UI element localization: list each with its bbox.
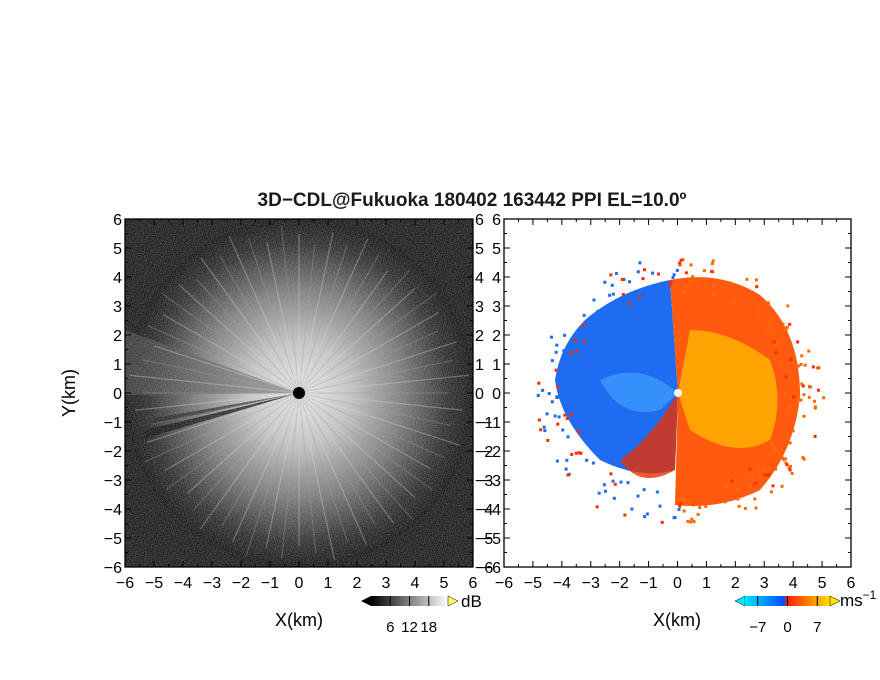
intensity-x-tick-label: −6 [116, 575, 134, 592]
intensity-x-tick-label: 1 [324, 575, 333, 592]
intensity-x-tick-label: −5 [145, 575, 163, 592]
intensity-y-tick-label-right: 6 [475, 212, 484, 229]
intensity-y-tick-label: 1 [113, 357, 122, 374]
intensity-y-tick-label-right: 2 [475, 328, 484, 345]
velocity-x-tick-label: 0 [673, 575, 682, 592]
velocity-y-tick-label: 2 [492, 328, 501, 345]
intensity-y-tick-label-right: −3 [475, 473, 493, 490]
intensity-y-tick-label-right: 1 [475, 357, 484, 374]
velocity-x-tick-label: 3 [760, 575, 769, 592]
velocity-x-tick-label: −5 [524, 575, 542, 592]
intensity-colorbar-tick-label: 18 [420, 619, 437, 636]
intensity-x-tick-label: −1 [261, 575, 279, 592]
intensity-y-tick-label: 0 [113, 386, 122, 403]
intensity-y-tick-label: 5 [113, 241, 122, 258]
intensity-y-tick-label-right: 0 [475, 386, 484, 403]
velocity-colorbar: −7 0 7 ms−1 [734, 588, 877, 636]
intensity-y-tick-label: −4 [104, 502, 122, 519]
velocity-colorbar-tick-label: 0 [783, 619, 791, 636]
intensity-y-tick-label-right: −2 [475, 444, 493, 461]
velocity-y-tick-label: 0 [492, 386, 501, 403]
velocity-x-tick-label: −6 [495, 575, 513, 592]
intensity-colorbar: 6 12 18 dB [361, 592, 482, 636]
intensity-x-tick-label: 5 [440, 575, 449, 592]
velocity-x-tick-label: −4 [553, 575, 571, 592]
intensity-colorbar-tick-label: 12 [401, 619, 418, 636]
intensity-y-tick-label: −2 [104, 444, 122, 461]
velocity-x-tick-label: −3 [582, 575, 600, 592]
intensity-colorbar-tick-label: 6 [386, 619, 394, 636]
intensity-y-tick-label-right: 5 [475, 241, 484, 258]
velocity-x-tick-label: 5 [818, 575, 827, 592]
intensity-y-tick-label: 3 [113, 299, 122, 316]
intensity-x-tick-label: 3 [382, 575, 391, 592]
velocity-y-tick-label: 4 [492, 270, 501, 287]
velocity-x-tick-label: 6 [847, 575, 856, 592]
velocity-y-tick-label: −3 [483, 473, 501, 490]
intensity-ylabel: Y(km) [59, 369, 79, 417]
intensity-y-tick-label: −6 [104, 560, 122, 577]
intensity-y-tick-label-right: −4 [475, 502, 493, 519]
velocity-colorbar-unit: ms−1 [840, 588, 877, 610]
velocity-y-tick-label: 6 [492, 212, 501, 229]
intensity-x-tick-label: −3 [203, 575, 221, 592]
intensity-panel: −6 −5 −4 −3 −2 −1 0 1 2 3 4 5 6−6 −6−5 −5−4 −4−3 −3−2 −2−… [59, 212, 493, 636]
intensity-y-tick-label-right: −6 [475, 560, 493, 577]
velocity-x-tick-label: −2 [611, 575, 629, 592]
intensity-x-tick-label: −4 [174, 575, 192, 592]
intensity-x-tick-label: −2 [232, 575, 250, 592]
intensity-y-tick-label-right: −1 [475, 415, 493, 432]
velocity-y-tick-label: −6 [483, 560, 501, 577]
velocity-x-tick-label: 4 [789, 575, 798, 592]
velocity-y-tick-label: −2 [483, 444, 501, 461]
velocity-x-tick-label: −1 [639, 575, 657, 592]
velocity-xlabel: X(km) [653, 610, 701, 630]
intensity-x-tick-label: 0 [295, 575, 304, 592]
velocity-panel: −6 −5 −4 −3 −2 −1 0 1 2 3 4 5 6 −6 −5 −4 −3 −2 −1 0 1 2 3 4 5 6 X… [483, 212, 877, 636]
intensity-x-tick-label: 4 [411, 575, 420, 592]
intensity-colorbar-unit: dB [461, 592, 482, 611]
intensity-y-tick-label-right: 4 [475, 270, 484, 287]
intensity-y-tick-label-right: 3 [475, 299, 484, 316]
intensity-y-tick-label: 4 [113, 270, 122, 287]
velocity-colorbar-tick-label: −7 [749, 619, 766, 636]
velocity-y-tick-label: −1 [483, 415, 501, 432]
intensity-y-tick-label-right: −5 [475, 531, 493, 548]
intensity-y-tick-label: −5 [104, 531, 122, 548]
velocity-x-tick-label: 2 [731, 575, 740, 592]
velocity-y-tick-label: 3 [492, 299, 501, 316]
intensity-y-tick-label: 2 [113, 328, 122, 345]
intensity-y-tick-label: −3 [104, 473, 122, 490]
intensity-y-tick-label: 6 [113, 212, 122, 229]
velocity-heatmap [504, 219, 851, 567]
intensity-y-tick-label: −1 [104, 415, 122, 432]
intensity-xlabel: X(km) [275, 610, 323, 630]
intensity-x-tick-label: 6 [469, 575, 478, 592]
intensity-x-tick-label: 2 [353, 575, 362, 592]
velocity-y-tick-label: −5 [483, 531, 501, 548]
intensity-heatmap [125, 219, 473, 567]
velocity-y-tick-label: 5 [492, 241, 501, 258]
chart-title: 3D−CDL@Fukuoka 180402 163442 PPI EL=10.0… [258, 190, 687, 211]
velocity-y-tick-label: −4 [483, 502, 501, 519]
velocity-colorbar-tick-label: 7 [813, 619, 821, 636]
velocity-x-tick-label: 1 [702, 575, 711, 592]
velocity-y-tick-label: 1 [492, 357, 501, 374]
